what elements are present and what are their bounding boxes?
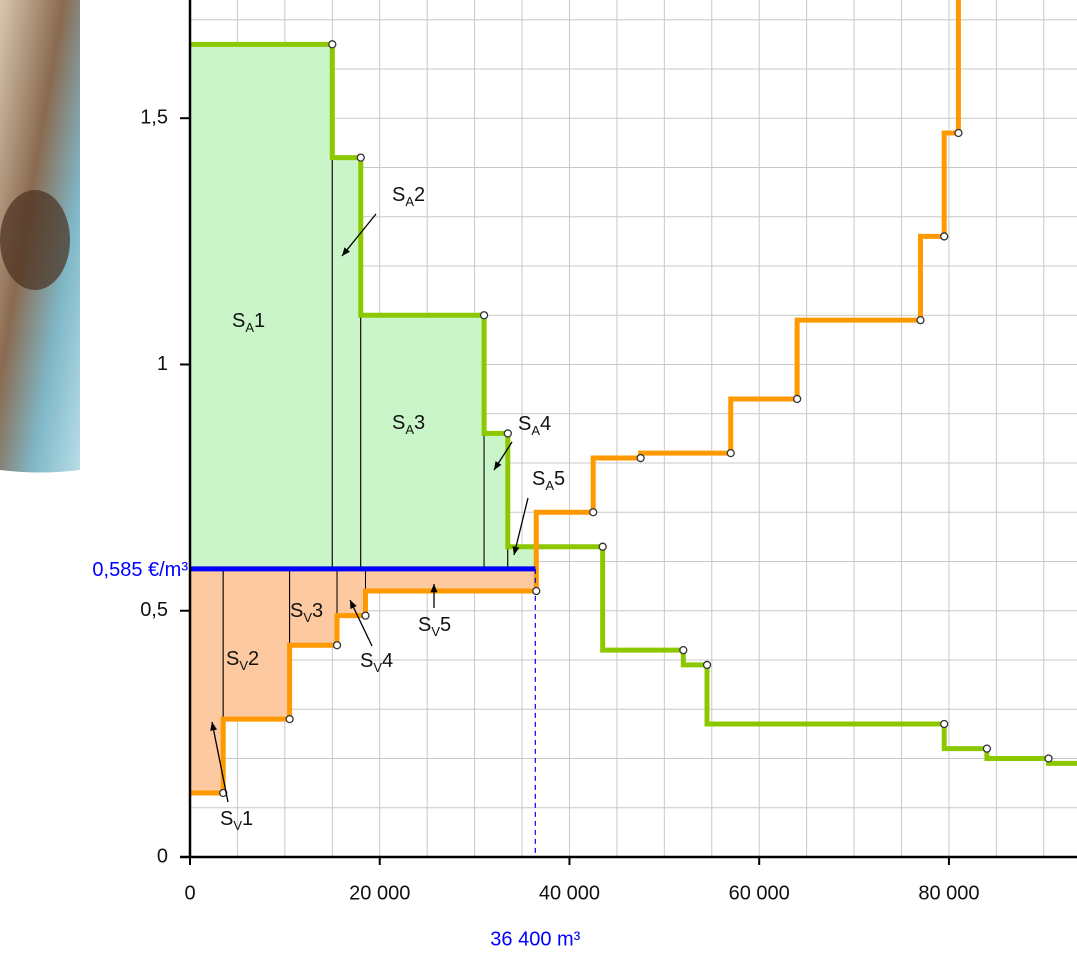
- x-tick-label: 80 000: [918, 882, 979, 904]
- point: [792, 394, 802, 404]
- area-label-sub: V: [233, 818, 242, 833]
- point: [940, 232, 949, 241]
- area-label-sub: A: [405, 194, 414, 209]
- areas: [189, 43, 536, 794]
- step-line: [190, 0, 961, 796]
- point: [702, 660, 712, 670]
- area-label-index: 1: [242, 808, 253, 830]
- area-label: SV5: [418, 614, 451, 639]
- point: [940, 719, 949, 729]
- area-label-index: 3: [312, 600, 323, 622]
- area-label-sub: V: [303, 610, 312, 625]
- surplus-area: [507, 546, 536, 570]
- area-label: SA4: [518, 413, 551, 438]
- area-label-symbol: S: [220, 808, 233, 830]
- area-label-index: 4: [540, 413, 551, 435]
- price-label: 0,585 €/m³: [92, 559, 188, 581]
- area-label-sub: A: [405, 422, 414, 437]
- area-label-sub: A: [245, 320, 254, 335]
- surplus-area: [189, 43, 333, 570]
- x-tick-label: 40 000: [539, 882, 600, 904]
- surplus-area: [222, 568, 291, 720]
- x-tick-label: 20 000: [349, 882, 410, 904]
- area-label-symbol: S: [290, 600, 303, 622]
- area-label-index: 4: [382, 650, 393, 672]
- area-label-sub: A: [531, 423, 540, 438]
- point: [332, 641, 342, 650]
- area-label-symbol: S: [392, 412, 405, 434]
- area-label-symbol: S: [226, 648, 239, 670]
- arrow: [341, 213, 377, 257]
- area-label-index: 3: [414, 412, 425, 434]
- y-tick-label: 0,5: [140, 599, 168, 621]
- surplus-area: [336, 568, 367, 617]
- area-label-index: 2: [414, 184, 425, 206]
- y-tick-label: 1,5: [140, 106, 168, 128]
- x-tick-label: 0: [184, 882, 195, 904]
- surplus-area: [360, 314, 485, 570]
- point: [479, 311, 489, 320]
- arrow-head: [512, 546, 520, 555]
- point: [916, 315, 925, 325]
- point: [726, 448, 735, 458]
- surplus-area: [189, 568, 224, 794]
- surplus-area: [365, 568, 536, 592]
- arrow-head: [342, 247, 350, 256]
- point: [328, 40, 337, 49]
- y-tick-label: 1: [157, 353, 168, 375]
- area-label-symbol: S: [360, 650, 373, 672]
- area-label-index: 5: [440, 614, 451, 636]
- arrow-head: [350, 600, 357, 609]
- photo-detail: [0, 190, 70, 290]
- point: [361, 611, 370, 620]
- quantity-label: 36 400 m³: [490, 928, 580, 950]
- point: [1044, 754, 1053, 763]
- area-label-index: 5: [554, 468, 565, 490]
- area-label-symbol: S: [392, 184, 405, 206]
- surplus-area: [331, 157, 362, 570]
- area-label: SV3: [290, 600, 323, 625]
- area-label-symbol: S: [232, 310, 245, 332]
- arrow: [211, 721, 229, 803]
- x-tick-label: 60 000: [729, 882, 790, 904]
- arrow-head: [494, 461, 502, 470]
- area-label-sub: V: [431, 624, 440, 639]
- point: [356, 153, 365, 162]
- area-label: SV4: [360, 650, 393, 675]
- area-label-sub: A: [545, 478, 554, 493]
- area-label-index: 1: [254, 310, 265, 332]
- labels: 0 0,5 1 1,5 0 20 000 40 000 60 000 80 000 0,585 €…: [92, 106, 979, 950]
- point: [679, 645, 688, 655]
- area-label-sub: V: [373, 660, 382, 675]
- step-line: [190, 41, 1077, 766]
- area-label: SV1: [220, 808, 253, 833]
- point: [636, 453, 645, 463]
- area-label-symbol: S: [518, 413, 531, 435]
- point: [598, 542, 607, 551]
- point: [954, 128, 963, 138]
- area-label: SA3: [392, 412, 425, 437]
- area-label: SA5: [532, 468, 565, 493]
- curves: [180, 0, 1077, 865]
- area-label-symbol: S: [532, 468, 545, 490]
- point: [503, 429, 512, 438]
- area-label-symbol: S: [418, 614, 431, 636]
- point: [982, 744, 992, 753]
- y-tick-label: 0: [157, 845, 168, 867]
- arrow: [349, 599, 373, 647]
- arrow-head: [430, 584, 438, 593]
- arrow: [513, 497, 529, 556]
- area-label-index: 2: [248, 648, 259, 670]
- area-label: SA2: [392, 184, 425, 209]
- area-label: SV2: [226, 648, 259, 673]
- area-label-sub: V: [239, 658, 248, 673]
- area-label: SA1: [232, 310, 265, 335]
- point: [285, 714, 294, 724]
- arrow-head: [210, 722, 218, 731]
- point: [532, 586, 541, 596]
- point: [589, 508, 598, 517]
